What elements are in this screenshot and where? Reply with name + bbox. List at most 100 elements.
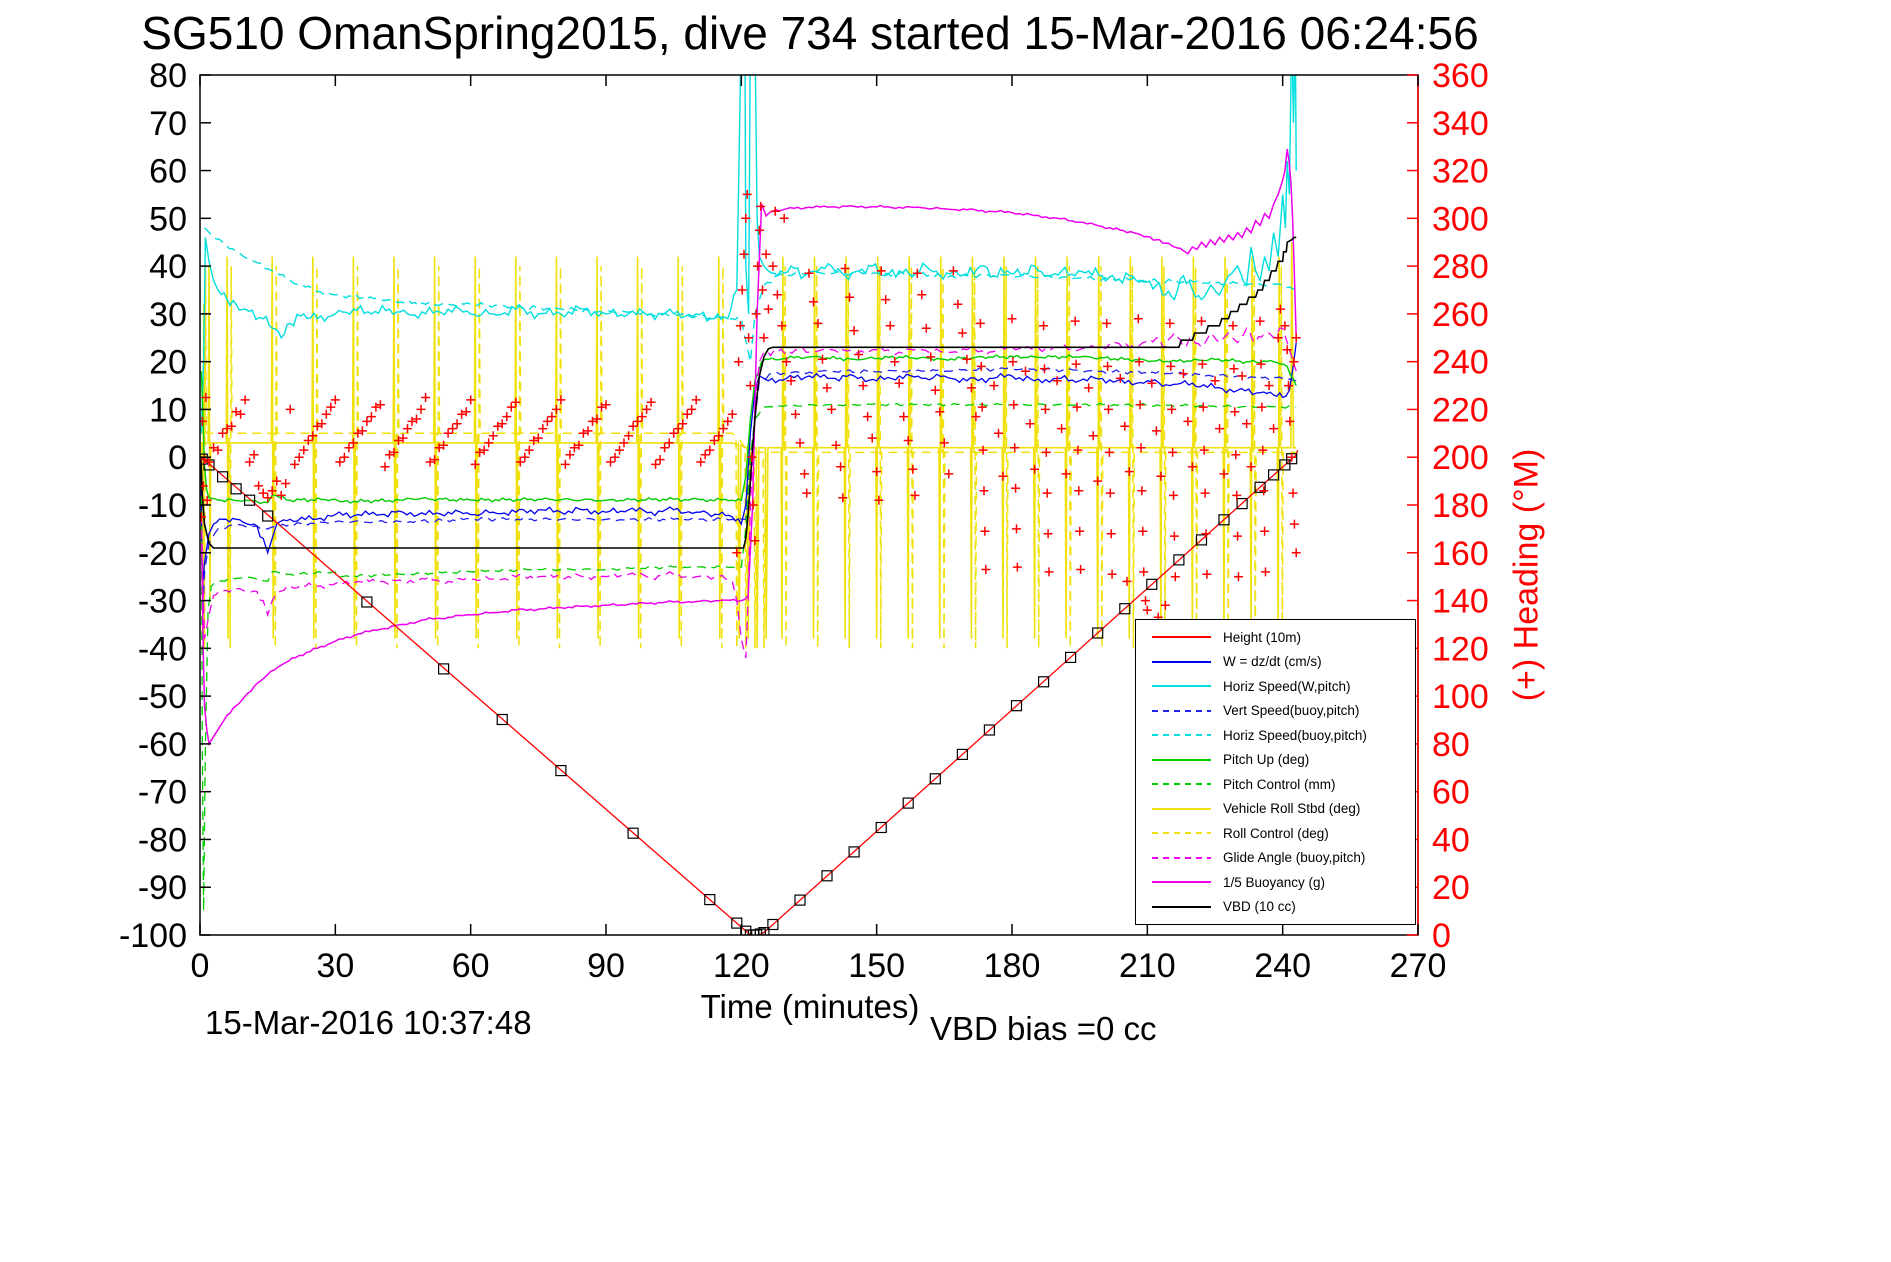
series-vbd — [200, 236, 1297, 549]
x-axis-label: Time (minutes) — [700, 988, 920, 1025]
legend-line-sample — [1152, 709, 1211, 712]
x-axis-tick-label: 210 — [1119, 947, 1176, 985]
height-marker — [1267, 469, 1280, 481]
plot-title: SG510 OmanSpring2015, dive 734 started 1… — [141, 7, 1479, 59]
legend-label: Horiz Speed(buoy,pitch) — [1223, 727, 1367, 743]
x-axis-tick-label: 270 — [1390, 947, 1447, 985]
legend-item-2: W = dz/dt (cm/s) — [1136, 650, 1415, 675]
height-marker — [1195, 534, 1208, 546]
legend-line-sample — [1152, 832, 1211, 835]
right-axis-tick-label: 20 — [1432, 869, 1470, 907]
height-marker — [1010, 700, 1023, 712]
left-axis-tick-label: -60 — [138, 726, 187, 764]
height-marker — [217, 471, 229, 483]
legend-label: Pitch Control (mm) — [1223, 776, 1336, 792]
height-marker — [983, 724, 996, 736]
legend-label: VBD (10 cc) — [1223, 899, 1296, 915]
left-axis-tick-label: -80 — [138, 821, 187, 859]
legend-label: Horiz Speed(W,pitch) — [1223, 678, 1351, 694]
series-heading — [200, 189, 1301, 629]
legend-line-sample — [1152, 758, 1211, 761]
left-axis-tick-label: -50 — [138, 678, 187, 716]
series-pitch-up — [200, 354, 1297, 505]
left-axis-tick-label: -30 — [138, 583, 187, 621]
legend-line-sample — [1152, 734, 1211, 737]
legend-item-11: 1/5 Buoyancy (g) — [1136, 870, 1415, 895]
legend-label: W = dz/dt (cm/s) — [1223, 654, 1322, 670]
x-axis-tick-label: 120 — [713, 947, 770, 985]
height-marker — [627, 827, 639, 839]
left-axis-tick-label: -10 — [138, 487, 187, 525]
right-axis-tick-label: 40 — [1432, 821, 1470, 859]
left-axis-tick-label: 60 — [149, 153, 187, 191]
legend-line-sample — [1152, 636, 1211, 639]
x-axis-tick-label: 60 — [452, 947, 490, 985]
height-marker — [1064, 651, 1077, 664]
legend-item-12: VBD (10 cc) — [1136, 895, 1415, 920]
height-marker — [1037, 676, 1050, 688]
left-axis-tick-label: 40 — [149, 248, 187, 286]
legend-item-8: Vehicle Roll Stbd (deg) — [1136, 797, 1415, 822]
left-axis-tick-label: 20 — [149, 344, 187, 382]
height-marker — [438, 663, 450, 675]
left-axis-tick-label: 10 — [149, 391, 187, 429]
height-marker — [821, 870, 833, 882]
series-w-dzdt — [200, 342, 1297, 592]
dive-end-timestamp: 15-Mar-2016 10:37:48 — [205, 1004, 532, 1041]
height-marker — [731, 917, 743, 929]
height-marker — [1173, 554, 1185, 566]
legend-label: Pitch Up (deg) — [1223, 752, 1310, 768]
series-roll-control — [200, 266, 1297, 649]
left-axis-tick-label: -70 — [138, 774, 187, 812]
legend-line-sample — [1152, 807, 1211, 810]
right-axis-tick-label: 80 — [1432, 726, 1470, 764]
height-marker — [1279, 459, 1291, 471]
left-axis-tick-label: 30 — [149, 296, 187, 334]
left-axis-tick-label: 0 — [168, 439, 187, 477]
left-axis-tick-label: 70 — [149, 105, 187, 143]
series-buoyancy — [201, 148, 1297, 747]
legend-item-3: Horiz Speed(W,pitch) — [1136, 674, 1415, 699]
right-axis-tick-label: 60 — [1432, 774, 1470, 812]
right-axis-tick-label: 300 — [1432, 200, 1489, 238]
left-axis-tick-label: -20 — [138, 535, 187, 573]
x-axis-tick-label: 90 — [587, 947, 625, 985]
right-axis-tick-label: 320 — [1432, 153, 1489, 191]
right-axis-tick-label: 160 — [1432, 535, 1489, 573]
series-glide-angle — [200, 327, 1297, 659]
right-axis-tick-label: 140 — [1432, 583, 1489, 621]
legend-item-6: Pitch Up (deg) — [1136, 748, 1415, 773]
right-axis-tick-label: 240 — [1432, 344, 1489, 382]
x-axis-tick-label: 0 — [191, 947, 210, 985]
legend-line-sample — [1152, 881, 1211, 884]
series-horiz-speed-buoy — [204, 227, 1297, 362]
right-axis-tick-label: 340 — [1432, 105, 1489, 143]
legend-item-7: Pitch Control (mm) — [1136, 772, 1415, 797]
height-marker — [555, 764, 567, 777]
height-marker — [244, 494, 256, 506]
right-axis-tick-label: 360 — [1432, 57, 1489, 95]
legend-label: 1/5 Buoyancy (g) — [1223, 874, 1326, 890]
legend-item-4: Vert Speed(buoy,pitch) — [1136, 699, 1415, 724]
series-horiz-speed-w — [200, 75, 1297, 434]
axes: 80706050403020100-10-20-30-40-50-60-70-8… — [119, 57, 1489, 985]
left-axis-tick-label: 80 — [149, 57, 187, 95]
legend-label: Height (10m) — [1223, 629, 1302, 645]
height-marker — [262, 510, 274, 522]
height-marker — [767, 918, 779, 931]
height-marker — [1218, 514, 1230, 526]
legend-item-1: Height (10m) — [1136, 625, 1415, 650]
legend-item-9: Roll Control (deg) — [1136, 821, 1415, 846]
height-marker — [929, 773, 941, 785]
legend-label: Roll Control (deg) — [1223, 825, 1329, 841]
legend-item-10: Glide Angle (buoy,pitch) — [1136, 846, 1415, 871]
left-axis-tick-label: 50 — [149, 200, 187, 238]
legend-line-sample — [1152, 905, 1211, 908]
left-axis-tick-label: -100 — [119, 917, 187, 955]
height-marker — [751, 929, 763, 935]
x-axis-tick-label: 180 — [984, 947, 1041, 985]
right-axis-tick-label: 120 — [1432, 630, 1489, 668]
height-marker — [1236, 498, 1248, 510]
